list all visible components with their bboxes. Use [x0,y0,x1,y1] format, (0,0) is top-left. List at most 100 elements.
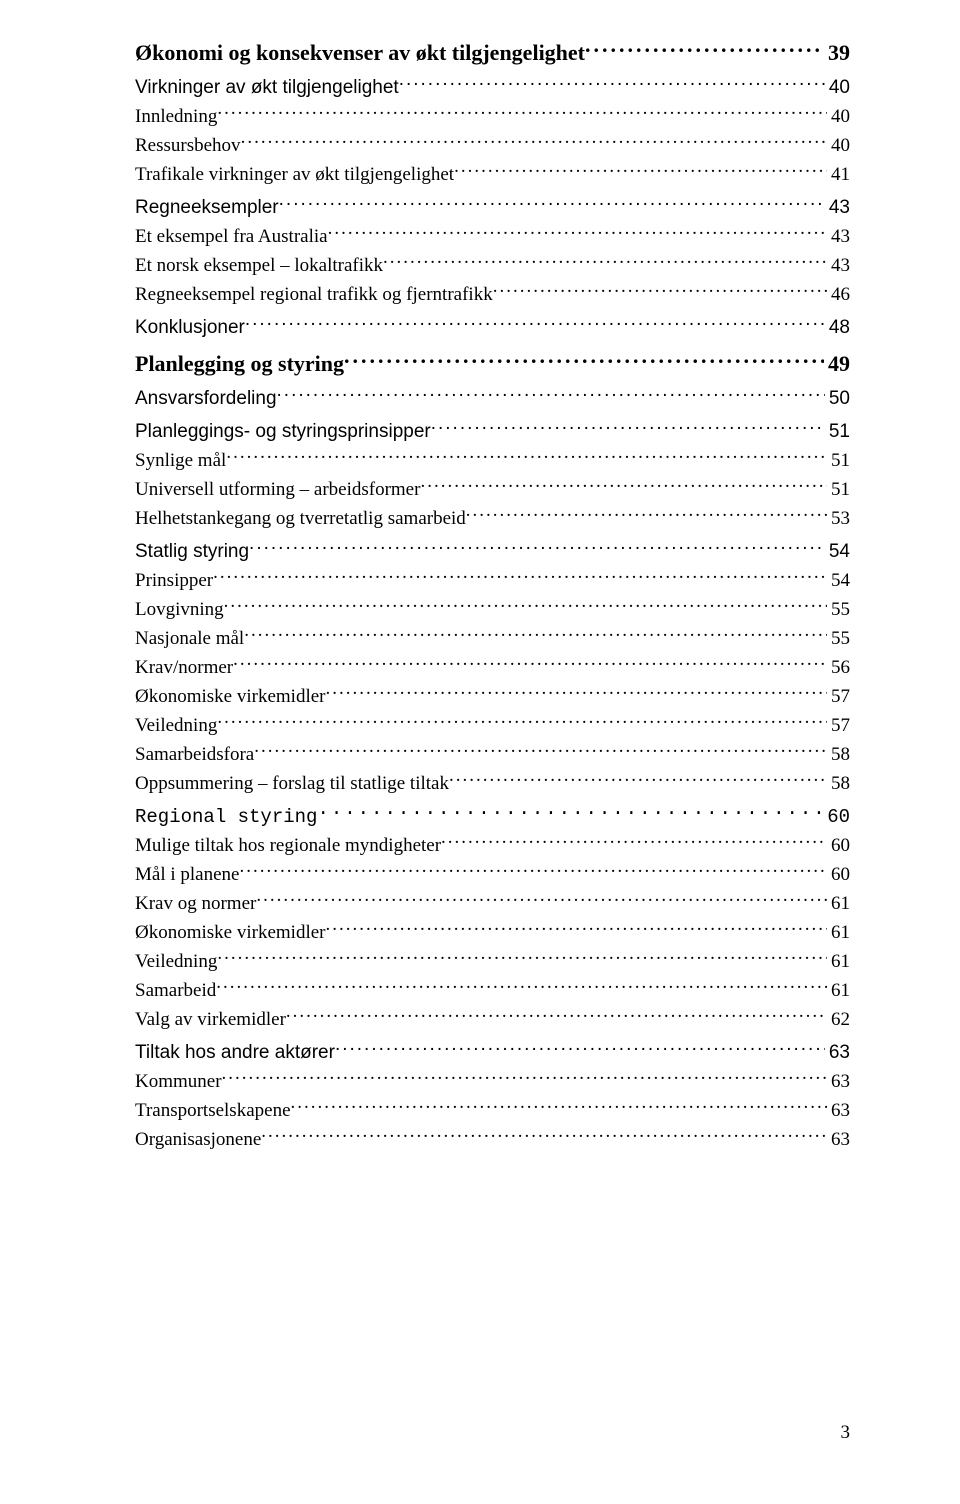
toc-entry-page: 46 [827,284,850,306]
toc-entry-page: 53 [827,508,850,530]
toc-entry-page: 55 [827,599,850,621]
toc-entry-page: 39 [824,40,850,66]
toc-leader-dots [213,567,827,586]
toc-entry: Innledning 40 [135,103,850,128]
toc-entry: Virkninger av økt tilgjengelighet40 [135,74,850,99]
toc-entry-page: 63 [825,1042,850,1064]
toc-entry: Regional styring 60 [135,803,850,828]
table-of-contents: Økonomi og konsekvenser av økt tilgjenge… [135,38,850,1151]
toc-entry: Helhetstankegang og tverretatlig samarbe… [135,505,850,530]
toc-entry-page: 63 [827,1129,850,1151]
toc-entry-page: 55 [827,628,850,650]
toc-leader-dots [399,74,825,93]
toc-entry-label: Økonomiske virkemidler [135,922,326,944]
toc-entry-page: 57 [827,686,850,708]
toc-entry-label: Nasjonale mål [135,628,244,650]
toc-entry-label: Virkninger av økt tilgjengelighet [135,77,399,99]
toc-entry-page: 43 [827,255,850,277]
toc-entry-page: 60 [823,806,850,828]
toc-entry: Veiledning61 [135,948,850,973]
toc-leader-dots [326,683,828,702]
toc-entry-label: Regneeksempel regional trafikk og fjernt… [135,284,493,306]
toc-leader-dots [344,349,824,371]
toc-entry-page: 60 [827,835,850,857]
toc-entry: Nasjonale mål 55 [135,625,850,650]
toc-leader-dots [493,281,827,300]
toc-entry-page: 61 [827,951,850,973]
toc-entry-page: 60 [827,864,850,886]
toc-entry-label: Et eksempel fra Australia [135,226,328,248]
toc-entry-label: Regneeksempler [135,197,279,219]
toc-entry-page: 43 [825,197,850,219]
toc-leader-dots [431,418,825,437]
toc-leader-dots [277,385,825,404]
toc-leader-dots [224,596,827,615]
toc-leader-dots [454,161,827,180]
toc-entry-label: Prinsipper [135,570,213,592]
toc-entry-label: Regional styring [135,806,317,828]
toc-entry-label: Konklusjoner [135,317,245,339]
toc-entry-page: 51 [827,450,850,472]
toc-leader-dots [326,919,828,938]
toc-entry-label: Mulige tiltak hos regionale myndigheter [135,835,441,857]
toc-entry: Økonomiske virkemidler61 [135,919,850,944]
toc-entry-label: Planleggings- og styringsprinsipper [135,421,431,443]
toc-leader-dots [279,194,825,213]
toc-entry: Planlegging og styring49 [135,349,850,377]
toc-entry-page: 63 [827,1071,850,1093]
toc-entry: Transportselskapene63 [135,1097,850,1122]
toc-entry: Mål i planene 60 [135,861,850,886]
toc-entry-label: Helhetstankegang og tverretatlig samarbe… [135,508,466,530]
toc-entry: Trafikale virkninger av økt tilgjengelig… [135,161,850,186]
toc-entry: Regneeksempler 43 [135,194,850,219]
toc-leader-dots [217,948,827,967]
toc-entry-page: 63 [827,1100,850,1122]
toc-entry-label: Innledning [135,106,217,128]
toc-entry: Regneeksempel regional trafikk og fjernt… [135,281,850,306]
toc-entry-page: 40 [827,106,850,128]
toc-entry: Valg av virkemidler62 [135,1006,850,1031]
toc-leader-dots [441,832,827,851]
toc-entry: Ansvarsfordeling50 [135,385,850,410]
toc-entry-label: Tiltak hos andre aktører [135,1042,335,1064]
toc-entry-page: 62 [827,1009,850,1031]
toc-entry-page: 56 [827,657,850,679]
toc-leader-dots [383,252,827,271]
toc-entry: Lovgivning 55 [135,596,850,621]
toc-entry-page: 54 [825,541,850,563]
toc-entry-page: 57 [827,715,850,737]
toc-entry: Samarbeid61 [135,977,850,1002]
toc-entry-label: Lovgivning [135,599,224,621]
toc-entry: Statlig styring54 [135,538,850,563]
toc-entry-label: Krav og normer [135,893,256,915]
toc-entry: Et norsk eksempel – lokaltrafikk43 [135,252,850,277]
toc-leader-dots [420,476,827,495]
toc-leader-dots [222,1068,827,1087]
toc-leader-dots [241,132,827,151]
toc-leader-dots [217,103,827,122]
toc-entry: Oppsummering – forslag til statlige tilt… [135,770,850,795]
toc-entry-label: Mål i planene [135,864,239,886]
toc-entry-label: Samarbeidsfora [135,744,254,766]
toc-leader-dots [254,741,827,760]
toc-entry: Økonomiske virkemidler57 [135,683,850,708]
toc-entry: Et eksempel fra Australia 43 [135,223,850,248]
toc-leader-dots [256,890,827,909]
toc-entry: Krav/normer56 [135,654,850,679]
toc-entry: Samarbeidsfora58 [135,741,850,766]
toc-leader-dots [216,977,827,996]
toc-entry-page: 51 [827,479,850,501]
toc-entry-page: 54 [827,570,850,592]
toc-leader-dots [449,770,827,789]
toc-leader-dots [335,1039,825,1058]
toc-entry: Organisasjonene63 [135,1126,850,1151]
toc-entry-page: 61 [827,980,850,1002]
toc-entry: Kommuner63 [135,1068,850,1093]
toc-entry-label: Ressursbehov [135,135,241,157]
toc-leader-dots [328,223,827,242]
toc-leader-dots [261,1126,827,1145]
toc-entry: Krav og normer61 [135,890,850,915]
toc-entry-page: 43 [827,226,850,248]
toc-entry: Planleggings- og styringsprinsipper51 [135,418,850,443]
toc-entry-label: Universell utforming – arbeidsformer [135,479,420,501]
